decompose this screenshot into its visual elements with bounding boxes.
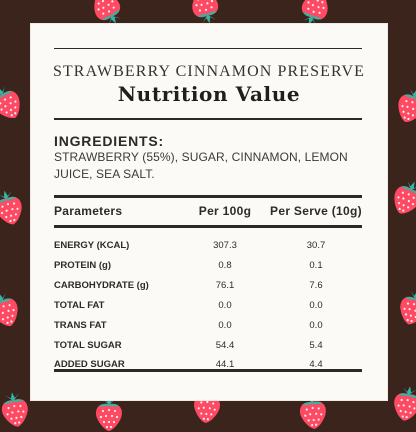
- ingredients-text: STRAWBERRY (55%), SUGAR, CINNAMON, LEMON…: [54, 150, 348, 181]
- per-serve-cell: 7.6: [309, 280, 323, 292]
- per-100g-cell: 54.4: [215, 339, 235, 351]
- parameter-cell: ADDED SUGAR: [54, 359, 125, 371]
- ingredients-heading: INGREDIENTS:: [54, 133, 164, 149]
- page-title: Nutrition Value: [117, 82, 301, 106]
- table-row: ADDED SUGAR 44.1 4.4: [54, 355, 366, 375]
- strawberry-icon: [391, 84, 416, 128]
- per-serve-cell: 5.4: [309, 339, 323, 351]
- table-top-rule: [54, 195, 362, 198]
- table-row: TOTAL SUGAR 54.4 5.4: [54, 335, 366, 355]
- column-header: Per Serve (10g): [270, 204, 362, 218]
- table-row: PROTEIN (g) 0.8 0.1: [54, 256, 366, 276]
- per-100g-cell: 307.3: [213, 239, 237, 251]
- per-100g-cell: 0.8: [218, 260, 232, 272]
- per-serve-cell: 0.0: [309, 299, 323, 311]
- top-rule: [54, 48, 362, 49]
- table-row: TOTAL FAT 0.0 0.0: [54, 296, 366, 316]
- parameter-cell: TOTAL FAT: [54, 299, 105, 311]
- table-header-row: Parameters Per 100g Per Serve (10g): [54, 197, 366, 228]
- per-serve-cell: 0.0: [309, 319, 323, 331]
- per-100g-cell: 76.1: [215, 280, 235, 292]
- table-row: TRANS FAT 0.0 0.0: [54, 315, 366, 335]
- per-100g-cell: 0.0: [218, 299, 232, 311]
- table-bottom-rule: [54, 369, 362, 372]
- parameter-cell: TOTAL SUGAR: [54, 339, 122, 351]
- strawberry-icon: [386, 175, 416, 220]
- title-rule: [54, 118, 362, 120]
- strawberry-icon: [0, 187, 28, 230]
- header-divider-rule: [54, 225, 362, 228]
- per-100g-cell: 44.1: [215, 359, 235, 371]
- parameter-cell: TRANS FAT: [54, 319, 107, 331]
- parameter-cell: CARBOHYDRATE (g): [54, 280, 149, 292]
- per-100g-cell: 0.0: [218, 319, 232, 331]
- per-serve-cell: 30.7: [306, 239, 326, 251]
- parameter-cell: ENERGY (KCAL): [54, 239, 130, 251]
- strawberry-icon: [0, 80, 29, 126]
- strawberry-icon: [0, 288, 25, 332]
- per-serve-cell: 4.4: [309, 359, 323, 371]
- table-row: ENERGY (KCAL) 307.3 30.7: [54, 228, 366, 256]
- column-header: Parameters: [54, 204, 123, 218]
- product-name: STRAWBERRY CINNAMON PRESERVE: [52, 63, 366, 80]
- parameter-cell: PROTEIN (g): [54, 260, 111, 272]
- column-header: Per 100g: [198, 204, 252, 218]
- nutrition-card: STRAWBERRY CINNAMON PRESERVE Nutrition V…: [30, 23, 388, 401]
- strawberry-icon: [394, 287, 416, 330]
- nutrition-table: Parameters Per 100g Per Serve (10g) ENER…: [54, 197, 366, 375]
- per-serve-cell: 0.1: [309, 260, 323, 272]
- strawberry-icon: [94, 396, 124, 432]
- strawberry-icon: [0, 390, 33, 431]
- table-row: CARBOHYDRATE (g) 76.1 7.6: [54, 276, 366, 296]
- strawberry-icon: [389, 384, 416, 425]
